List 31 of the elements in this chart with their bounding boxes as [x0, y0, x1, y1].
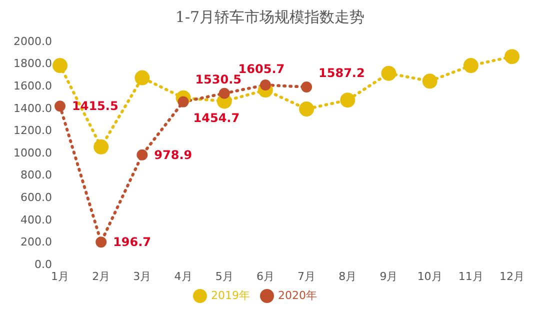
y-tick-label: 0.0 [34, 258, 52, 271]
y-tick-label: 1400.0 [14, 102, 52, 115]
x-tick-label: 11月 [458, 270, 484, 283]
x-tick-label: 3月 [133, 270, 152, 283]
y-tick-label: 200.0 [20, 236, 52, 249]
x-tick-label: 12月 [500, 270, 524, 283]
x-tick-label: 5月 [215, 270, 234, 283]
y-tick-label: 400.0 [20, 213, 52, 226]
x-tick-label: 8月 [338, 270, 357, 283]
legend-label: 2019年 [211, 289, 250, 302]
data-label: 196.7 [113, 235, 152, 250]
data-label: 1587.2 [318, 66, 365, 80]
x-tick-label: 6月 [256, 270, 274, 283]
x-tick-label: 1月 [51, 270, 69, 283]
y-tick-label: 1000.0 [14, 146, 52, 160]
data-label: 978.9 [154, 148, 192, 162]
data-label: 1415.5 [72, 99, 118, 114]
y-tick-label: 1800.0 [14, 57, 52, 70]
y-tick-label: 600.0 [20, 191, 52, 204]
x-tick-label: 10月 [417, 270, 442, 283]
x-tick-label: 9月 [380, 270, 398, 283]
y-tick-label: 1600.0 [14, 80, 52, 93]
x-tick-label: 2月 [92, 270, 110, 283]
y-tick-label: 2000.0 [14, 34, 52, 48]
data-label: 1454.7 [193, 110, 240, 125]
legend-label: 2020年 [278, 289, 317, 302]
chart-title: 1-7月轿车市场规模指数走势 [174, 8, 366, 27]
x-tick-label: 4月 [174, 270, 192, 283]
y-tick-label: 1200.0 [14, 124, 52, 138]
x-tick-label: 7月 [298, 270, 316, 283]
y-tick-label: 800.0 [20, 168, 52, 182]
